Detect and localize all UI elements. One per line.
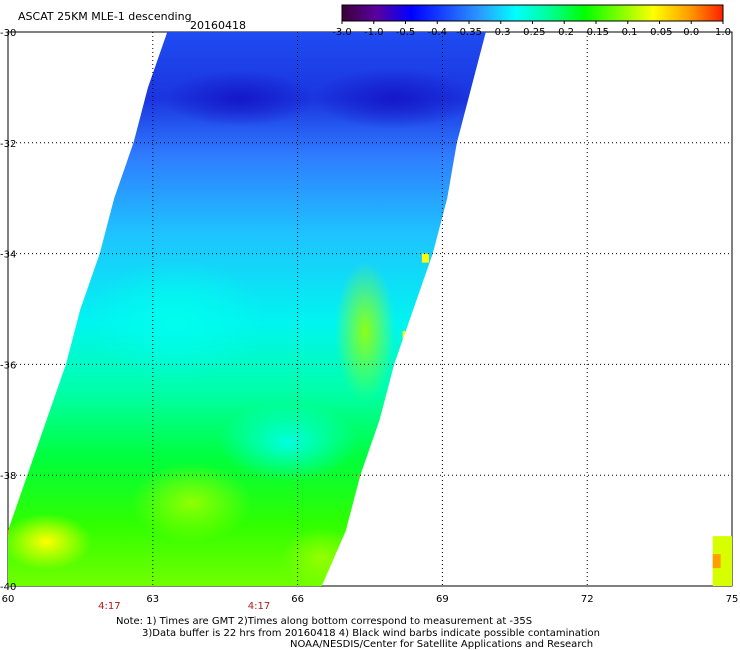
colorbar-label: 1.0 [715,27,731,38]
product-title: ASCAT 25KM MLE-1 descending [18,10,192,23]
note-line-2: 3)Data buffer is 22 hrs from 20160418 4)… [142,628,600,639]
date-label: 20160418 [190,19,246,32]
colorbar-label: -3.0 [332,27,352,38]
colorbar-label: -0.15 [583,27,609,38]
lon-tick-label: 60 [2,594,15,605]
time-label: 4:17 [98,601,120,612]
lat-tick-label: -36 [0,360,16,371]
lat-tick-label: -40 [0,582,16,593]
note-line-3: NOAA/NESDIS/Center for Satellite Applica… [290,639,593,650]
colorbar-label: -0.3 [491,27,511,38]
colorbar-label: -0.5 [396,27,416,38]
lat-tick-label: -34 [0,250,16,261]
lon-tick-label: 72 [581,594,594,605]
time-label: 4:17 [248,601,270,612]
time-labels: 4:17 4:17 [98,601,270,612]
colorbar: -3.0 -1.0 -0.5 -0.4 -0.35 -0.3 -0.25 -0.2 -0.15-… [332,4,731,38]
colorbar-label: -0.1 [618,27,638,38]
edge-swath [712,536,732,586]
colorbar-label: -0.35 [456,27,482,38]
graticule [8,32,732,586]
lat-tick-label: -32 [0,139,16,150]
lon-tick-label: 66 [291,594,304,605]
colorbar-label: 0.0 [683,27,699,38]
lon-tick-label: 75 [726,594,739,605]
colorbar-label: -1.0 [364,27,384,38]
swath-field [8,32,486,586]
lon-tick-label: 69 [436,594,449,605]
lon-tick-label: 63 [146,594,159,605]
lat-tick-label: -38 [0,471,16,482]
colorbar-label: -0.05 [647,27,673,38]
scatterometer-swath [8,32,732,586]
note-line-1: Note: 1) Times are GMT 2)Times along bot… [116,616,532,627]
colorbar-label: -0.4 [427,27,447,38]
colorbar-gradient [341,4,724,22]
colorbar-label: -0.2 [554,27,574,38]
colorbar-label: -0.25 [520,27,546,38]
lat-tick-label: -30 [0,28,16,39]
